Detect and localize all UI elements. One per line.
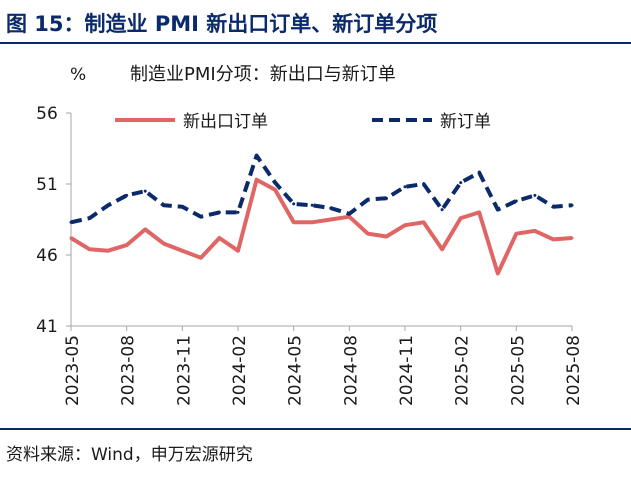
x-tick-label: 2023-11 (174, 335, 194, 406)
data-point (459, 216, 463, 220)
data-point (422, 220, 426, 224)
series-group (69, 153, 574, 276)
data-point (69, 220, 73, 224)
data-point (422, 182, 426, 186)
data-point (329, 206, 333, 210)
data-point (384, 235, 388, 238)
series-line-new-orders (70, 153, 573, 225)
data-point (199, 215, 203, 219)
data-point (496, 272, 500, 275)
x-tick-label: 2024-02 (230, 335, 250, 406)
data-point (459, 181, 463, 185)
data-point (162, 242, 166, 246)
data-point (570, 236, 574, 240)
data-point (551, 205, 555, 209)
x-tick-label: 2024-08 (341, 335, 361, 406)
data-point (180, 205, 184, 209)
y-tick-label: 51 (36, 175, 58, 195)
data-point (125, 243, 129, 247)
data-point (477, 210, 481, 214)
y-tick-label: 46 (36, 246, 58, 266)
data-point (310, 220, 314, 224)
data-point (199, 256, 203, 260)
data-point (292, 220, 296, 224)
legend: 新出口订单 新订单 (115, 112, 491, 132)
legend-label: 新出口订单 (183, 112, 268, 132)
data-point (88, 216, 92, 220)
data-point (217, 210, 221, 214)
data-point (125, 193, 129, 197)
data-point (273, 181, 277, 185)
x-tick-label: 2023-08 (119, 335, 139, 406)
data-point (143, 189, 147, 193)
data-point (106, 203, 110, 207)
data-point (236, 249, 240, 253)
data-point (255, 154, 259, 158)
series-line-new-export-orders (69, 177, 573, 276)
data-point (217, 236, 221, 240)
data-point (477, 171, 481, 175)
data-point (551, 237, 555, 241)
x-tick-label: 2024-05 (286, 335, 306, 406)
data-point (236, 210, 240, 214)
data-point (570, 203, 574, 207)
data-point (366, 232, 370, 236)
y-unit-label: % (70, 65, 86, 85)
data-point (403, 185, 407, 189)
data-point (143, 227, 147, 231)
data-point (514, 232, 518, 236)
axes: 41 46 51 56 2023-05 2023-08 2023-11 2024-02 2024… (36, 104, 584, 406)
source-rule (0, 428, 631, 430)
data-point (440, 208, 444, 212)
title-rule (0, 42, 631, 44)
figure-title: 图 15：制造业 PMI 新出口订单、新订单分项 (6, 12, 438, 36)
data-point (162, 203, 166, 207)
source-note: 资料来源：Wind，申万宏源研究 (6, 445, 253, 465)
data-point (403, 223, 407, 227)
data-point (496, 208, 500, 212)
x-tick-label: 2025-02 (453, 335, 473, 406)
data-point (347, 215, 351, 219)
x-tick-label: 2023-05 (63, 335, 83, 406)
data-point (310, 203, 314, 207)
x-tick-label: 2024-11 (397, 335, 417, 406)
chart-title: 制造业PMI分项：新出口与新订单 (130, 64, 396, 85)
data-point (273, 188, 277, 192)
data-point (384, 196, 388, 200)
data-point (533, 193, 537, 197)
data-point (533, 229, 537, 233)
data-point (347, 212, 351, 216)
data-point (366, 198, 370, 202)
data-point (69, 236, 73, 240)
data-point (440, 247, 444, 251)
data-point (329, 218, 333, 221)
data-point (255, 178, 259, 182)
y-tick-label: 56 (36, 104, 58, 124)
legend-label: 新订单 (440, 112, 491, 132)
data-point (292, 202, 296, 206)
x-tick-label: 2025-08 (564, 335, 584, 406)
y-tick-label: 41 (36, 317, 58, 337)
data-point (106, 249, 110, 253)
data-point (180, 249, 184, 253)
data-point (514, 199, 518, 203)
x-tick-label: 2025-05 (508, 335, 528, 406)
data-point (88, 247, 92, 251)
